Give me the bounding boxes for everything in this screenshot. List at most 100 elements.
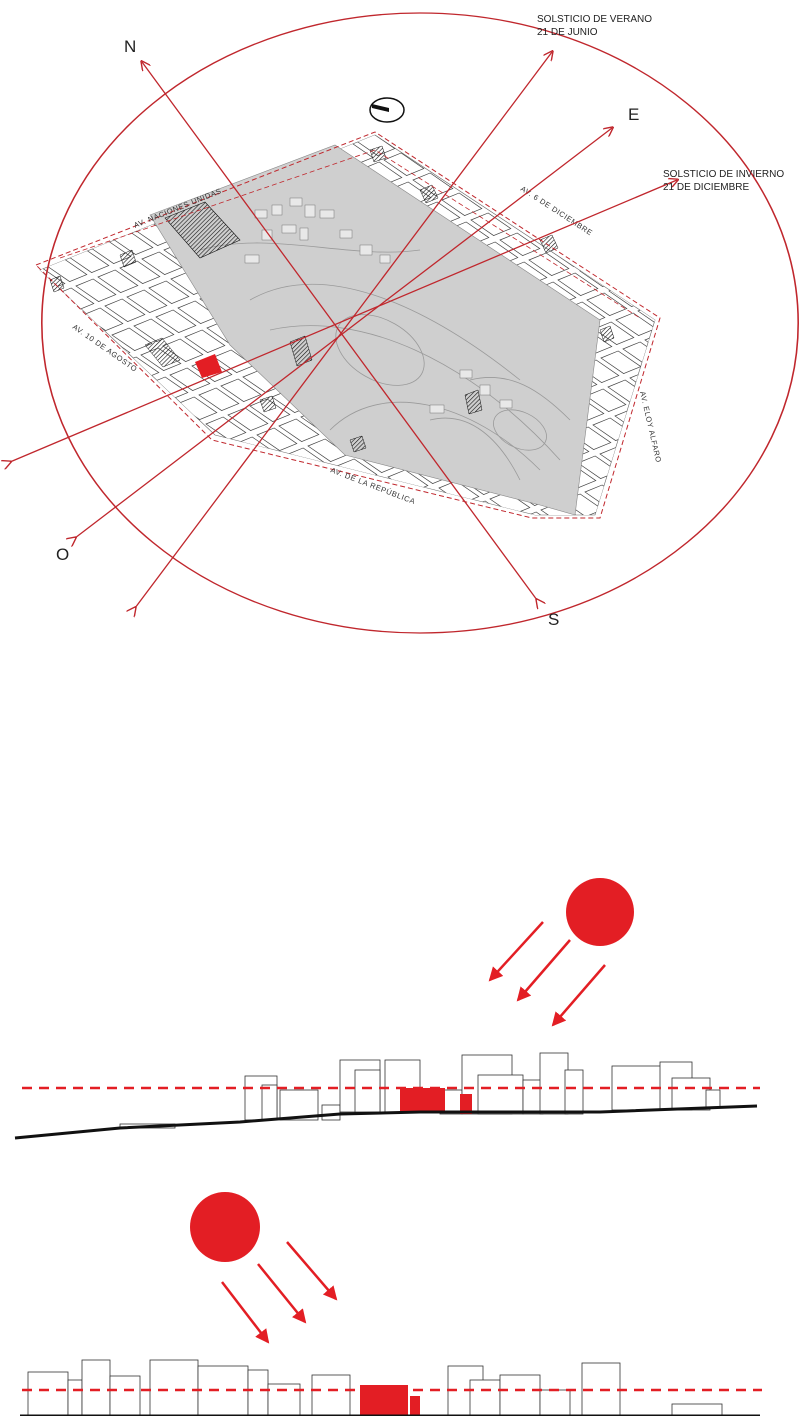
city-block [651, 361, 655, 385]
city-block [507, 165, 549, 189]
city-block [644, 332, 655, 356]
city-block [343, 584, 383, 607]
city-block [465, 88, 505, 111]
city-block [544, 135, 586, 142]
city-block [784, 308, 808, 331]
city-block [634, 688, 674, 711]
city-block [40, 276, 44, 300]
city-block [380, 537, 420, 560]
city-block [766, 634, 806, 657]
city-block [712, 210, 752, 233]
city-block [401, 624, 441, 647]
city-block [725, 364, 765, 387]
city-block [689, 315, 729, 338]
sun-ray-6 [286, 1241, 338, 1301]
city-block [695, 440, 735, 463]
city-block [0, 324, 6, 347]
summer-solstice-date: 21 DE JUNIO [537, 27, 598, 38]
city-block [612, 697, 652, 720]
city-block [488, 684, 528, 707]
winter-solstice-date: 21 DE DICIEMBRE [663, 182, 749, 193]
city-block [548, 532, 588, 555]
city-block [307, 535, 347, 558]
city-block [606, 475, 648, 499]
city-block [781, 596, 808, 619]
city-block [40, 363, 65, 387]
city-block [683, 190, 723, 213]
city-block [693, 632, 733, 655]
city-block [583, 677, 623, 700]
city-block [605, 668, 645, 691]
city-block [329, 526, 369, 549]
city-block [423, 615, 463, 638]
city-block [726, 268, 766, 291]
project-building-summer [400, 1088, 445, 1112]
city-block [753, 480, 793, 503]
city-block [471, 135, 513, 140]
city-block [638, 207, 655, 231]
city-block [777, 279, 808, 302]
city-block [792, 241, 808, 264]
city-block [703, 373, 743, 396]
city-block [570, 523, 610, 546]
city-block [478, 145, 520, 169]
city-block [554, 657, 594, 680]
city-block [624, 149, 655, 173]
city-block [197, 483, 239, 507]
city-block [679, 574, 719, 597]
city-block [664, 612, 704, 635]
city-block [642, 621, 682, 644]
sun-icon-summer [566, 878, 634, 946]
city-block [409, 557, 449, 580]
city-block [538, 90, 578, 113]
city-block [768, 442, 808, 465]
city-block [504, 550, 544, 573]
city-block [682, 286, 722, 309]
city-block [496, 617, 536, 640]
city-block [459, 664, 499, 687]
terrain-summer [14, 1104, 758, 1140]
city-block [241, 465, 283, 489]
compass-east: E [628, 105, 639, 124]
city-block [226, 503, 268, 515]
city-block [427, 135, 469, 158]
city-block [674, 353, 714, 376]
city-block [675, 257, 715, 280]
city-block [256, 524, 296, 547]
city-block [460, 568, 500, 591]
city-block [790, 433, 808, 456]
city-block [798, 366, 808, 389]
city-block [591, 513, 633, 515]
city-block [628, 563, 668, 586]
city-block [453, 539, 493, 562]
city-block [791, 337, 808, 360]
city-block [532, 666, 572, 689]
city-block [668, 228, 708, 251]
city-block [667, 324, 707, 347]
city-block [285, 544, 325, 567]
city-block [494, 108, 534, 131]
city-block [778, 183, 808, 206]
city-block [589, 101, 629, 124]
street-6-diciembre: AV. 6 DE DICIEMBRE [519, 184, 594, 237]
city-block [568, 715, 608, 738]
city-block [774, 567, 808, 590]
city-block [627, 659, 667, 682]
city-block [475, 530, 515, 553]
city-block [760, 509, 800, 532]
city-block [481, 655, 521, 678]
city-block [358, 546, 398, 569]
city-block [744, 643, 784, 666]
city-block [697, 248, 737, 271]
compass-north: N [124, 37, 136, 56]
city-block [633, 83, 673, 106]
city-block [708, 594, 748, 617]
city-block [748, 259, 788, 282]
city-block [620, 630, 660, 653]
city-block [691, 123, 731, 146]
sun-icon-winter [190, 1192, 260, 1262]
city-block [336, 555, 376, 578]
city-block [599, 543, 639, 566]
city-block [747, 355, 787, 378]
